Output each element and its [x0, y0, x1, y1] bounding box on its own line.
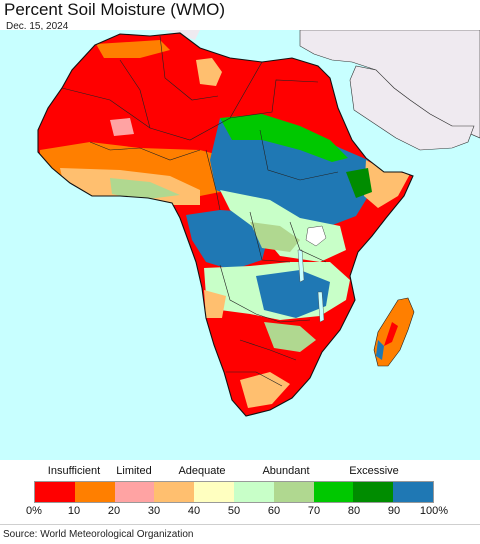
legend-category-label: Limited	[116, 465, 152, 477]
legend-swatch	[353, 482, 394, 502]
source-credit: Source: World Meteorological Organizatio…	[3, 529, 194, 540]
lake-malawi	[317, 291, 325, 323]
legend-tick-label: 0%	[26, 505, 42, 517]
legend-tick-label: 10	[67, 505, 81, 517]
legend-tick-label: 80	[347, 505, 361, 517]
sudan-green-band	[220, 114, 348, 162]
map-title: Percent Soil Moisture (WMO)	[4, 0, 226, 19]
legend-swatch	[393, 482, 433, 502]
madagascar-wet-zone	[376, 340, 384, 360]
legend-tick-label: 40	[187, 505, 201, 517]
zambia-wet-zone	[256, 270, 330, 318]
legend-tick-label: 70	[307, 505, 321, 517]
footer-divider	[0, 524, 480, 525]
madagascar-dry-zone	[384, 322, 398, 346]
africa-map-svg	[0, 30, 480, 460]
legend-tick-label: 100%	[419, 505, 449, 517]
south-africa-zone	[240, 372, 290, 408]
angola-coast-zone	[204, 290, 226, 318]
legend-color-bar	[34, 481, 434, 503]
soil-moisture-map	[0, 30, 480, 460]
legend-swatch	[273, 482, 314, 502]
europe-land	[0, 30, 200, 40]
legend-tick-label: 30	[147, 505, 161, 517]
map-date: Dec. 15, 2024	[6, 21, 69, 32]
legend-swatch	[114, 482, 155, 502]
legend-category-label: Insufficient	[47, 465, 101, 477]
legend-category-label: Adequate	[178, 465, 226, 477]
lake-victoria	[305, 225, 327, 247]
ethiopia-zone	[346, 168, 372, 198]
arabian-peninsula-land	[349, 65, 475, 151]
legend-swatch	[233, 482, 274, 502]
guinea-coast-zone	[110, 178, 180, 200]
sahara-pink-zone	[110, 118, 134, 136]
legend-swatch	[74, 482, 115, 502]
legend: Insufficient Limited Adequate Abundant Exces…	[0, 460, 480, 520]
legend-swatch	[194, 482, 234, 502]
legend-category-label: Abundant	[262, 465, 310, 477]
congo-zone	[186, 210, 270, 270]
legend-tick-label: 20	[107, 505, 121, 517]
legend-tick-label: 50	[227, 505, 241, 517]
legend-swatch	[35, 482, 75, 502]
country-borders	[61, 35, 339, 387]
legend-swatch	[313, 482, 354, 502]
horn-zone	[364, 160, 410, 208]
legend-swatch	[154, 482, 195, 502]
zimbabwe-zone	[264, 322, 316, 352]
legend-tick-label: 90	[387, 505, 401, 517]
legend-tick-label: 60	[267, 505, 281, 517]
lakes-zone	[250, 222, 300, 252]
libya-zone	[196, 58, 222, 86]
maghreb-zone	[96, 40, 170, 58]
legend-category-label: Excessive	[349, 465, 399, 477]
